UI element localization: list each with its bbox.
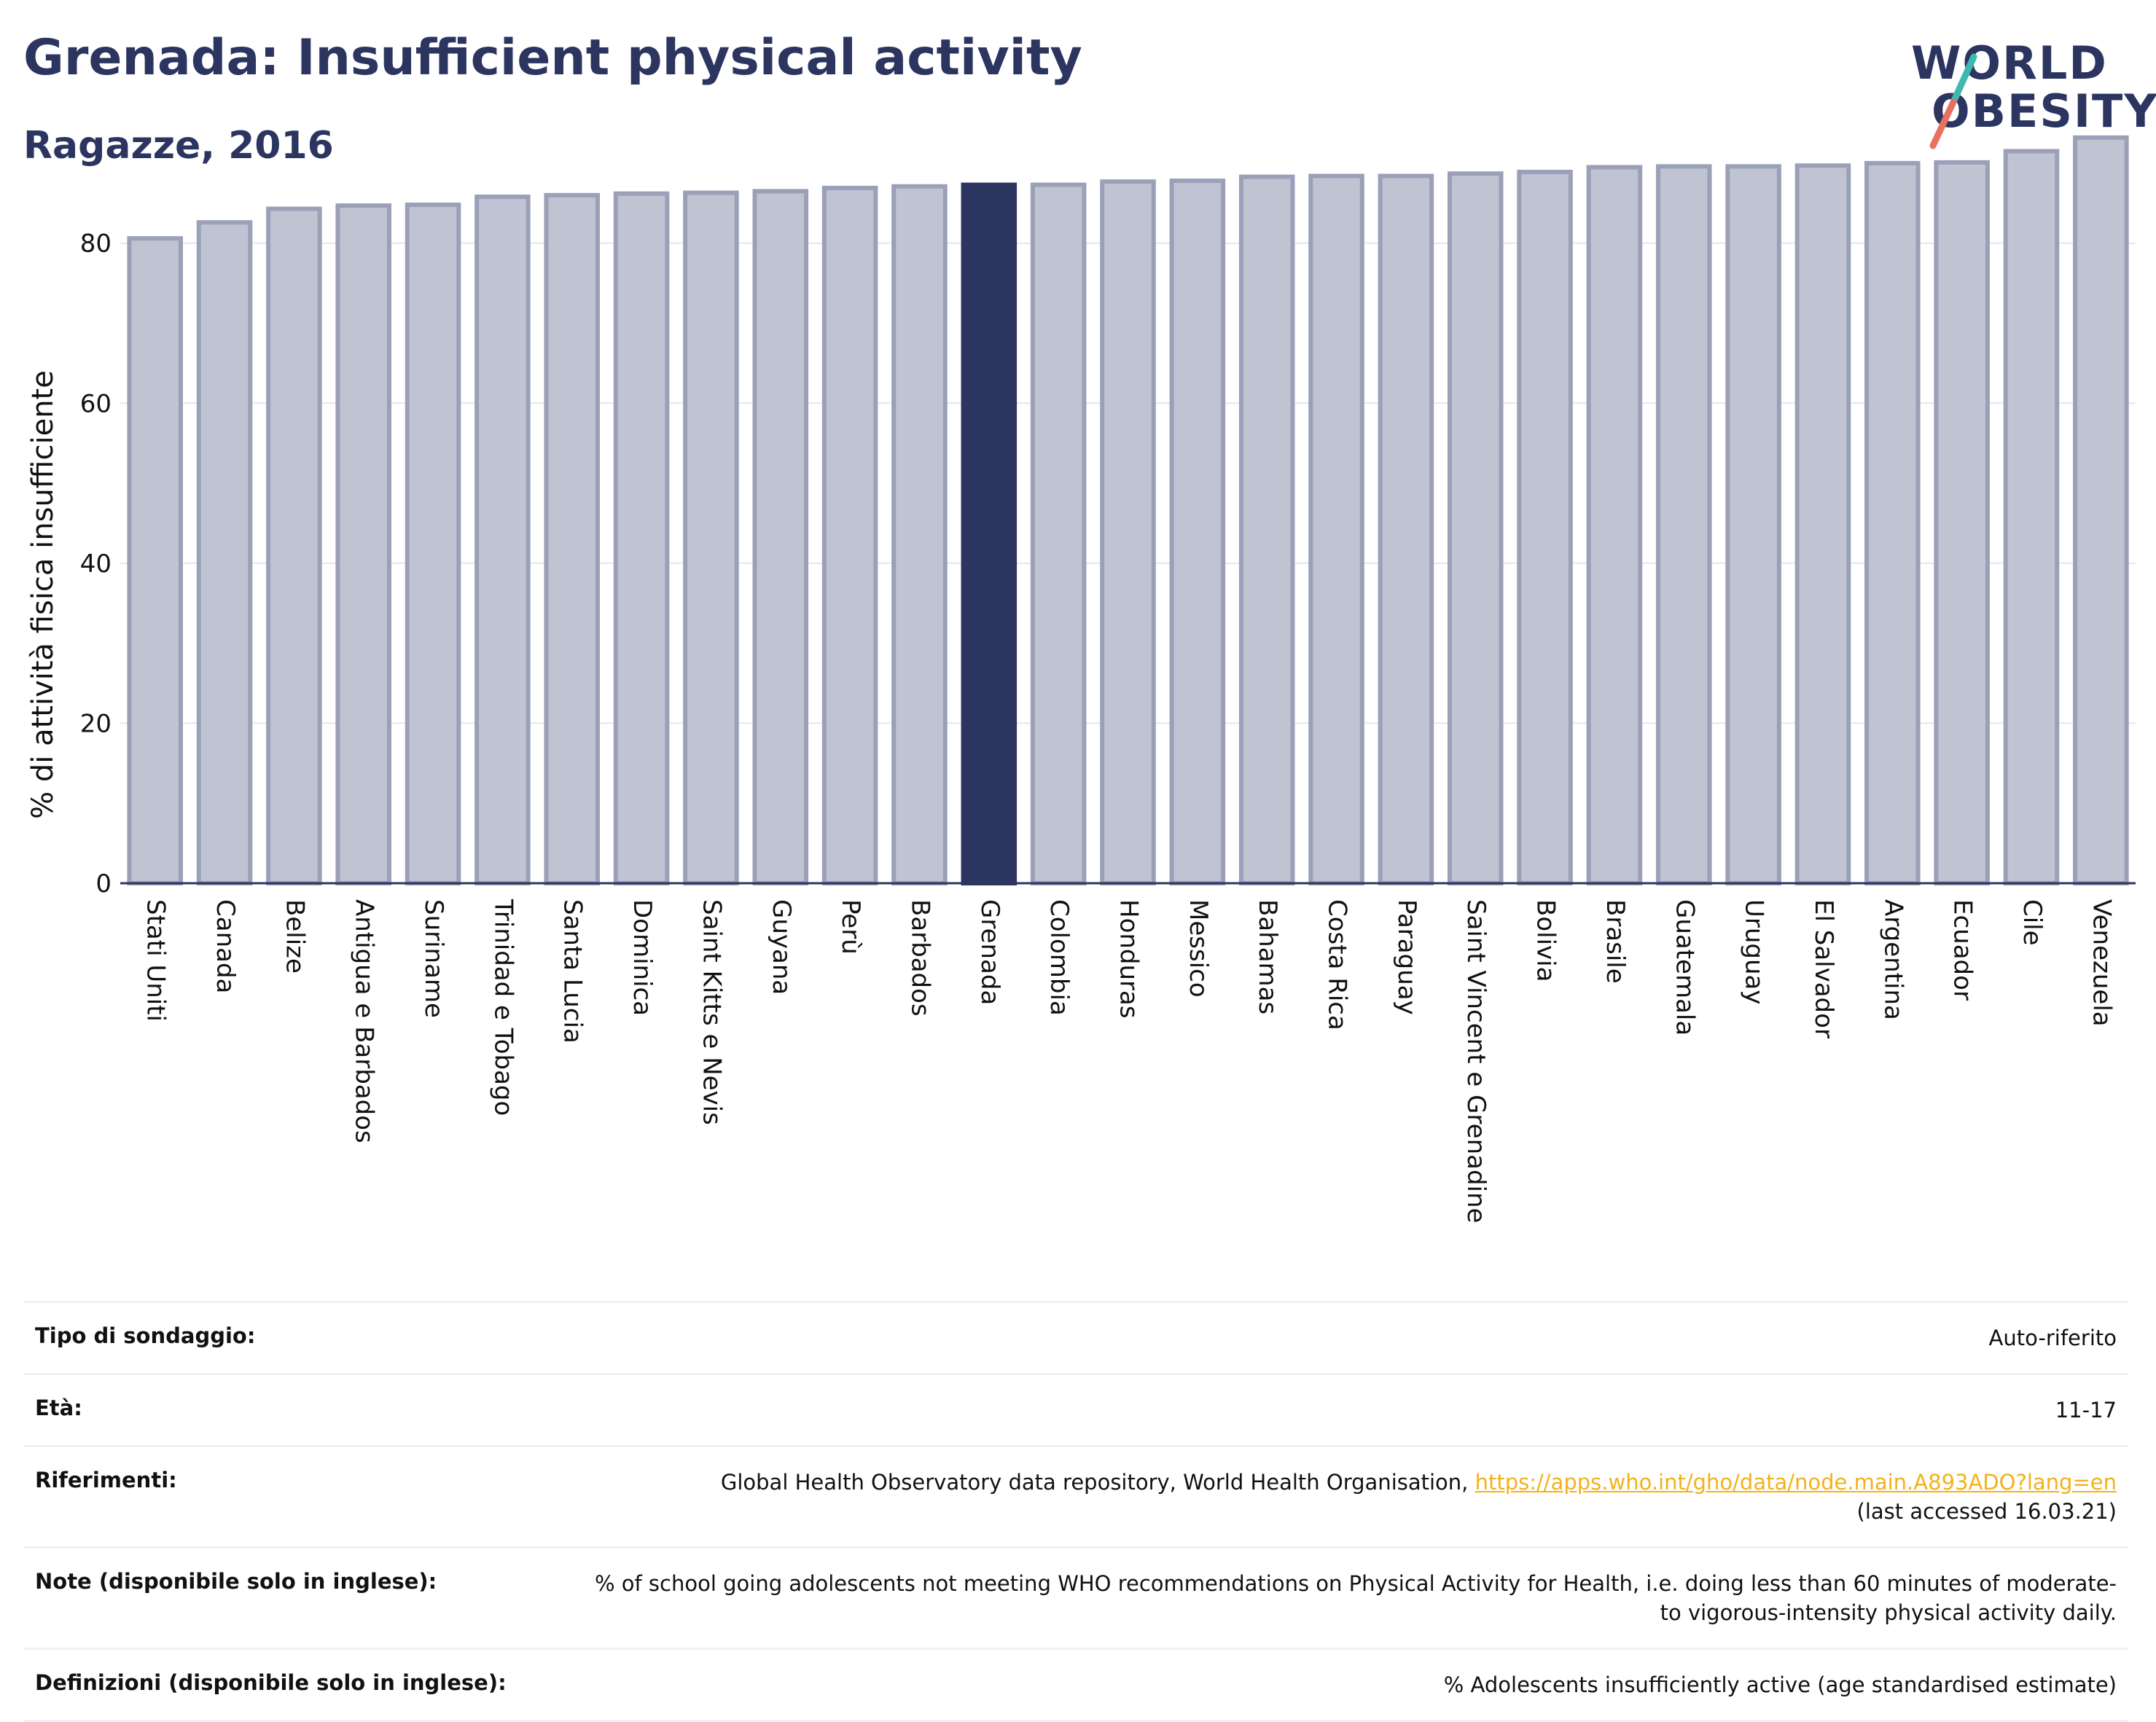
x-category-label: Stati Uniti [141, 899, 171, 1022]
bar [1447, 171, 1504, 885]
info-label: Note (disponibile solo in inglese): [35, 1569, 437, 1594]
y-tick-label: 40 [80, 549, 112, 579]
page-title: Grenada: Insufficient physical activity [23, 29, 1082, 87]
world-obesity-logo: WORLD OBESITY [1895, 29, 2156, 160]
bar [1169, 179, 1226, 885]
bar [752, 189, 809, 885]
bar [821, 185, 878, 886]
bar [1725, 164, 1781, 885]
x-category-label: Brasile [1601, 899, 1630, 984]
info-value: Global Health Observatory data repositor… [721, 1468, 2117, 1526]
bar-chart: 0 20 40 60 80 Stati Uniti Canada Belize Antigua… [26, 135, 2136, 1223]
info-table: Tipo di sondaggio: Auto-riferito Età: 11… [23, 1301, 2128, 1722]
info-value: Auto-riferito [1988, 1326, 2117, 1350]
bar [891, 184, 948, 886]
logo-line2: OBESITY [1932, 85, 2156, 138]
info-label: Età: [35, 1396, 82, 1420]
x-category-label: Santa Lucia [558, 899, 587, 1044]
x-category-label: Costa Rica [1323, 899, 1352, 1030]
bar [1308, 173, 1364, 886]
bar [544, 192, 601, 885]
x-axis-categories: Stati Uniti Canada Belize Antigua e Barbado… [141, 899, 2117, 1223]
y-tick-label: 20 [80, 709, 112, 738]
bar [266, 206, 322, 886]
bar [127, 236, 183, 886]
bar [1655, 164, 1712, 885]
x-category-label: Bahamas [1253, 899, 1282, 1014]
x-category-label: Antigua e Barbados [350, 899, 379, 1143]
bar [1030, 182, 1087, 886]
info-row-age: Età: 11-17 [23, 1373, 2128, 1445]
x-category-label: Argentina [1878, 899, 1907, 1020]
x-category-label: Cile [2018, 899, 2047, 946]
bar [1517, 169, 1573, 885]
x-category-label: Suriname [419, 899, 448, 1018]
info-row-survey: Tipo di sondaggio: Auto-riferito [23, 1301, 2128, 1373]
info-label: Definizioni (disponibile solo in inglese… [35, 1670, 507, 1695]
info-row-references: Riferimenti: Global Health Observatory d… [23, 1445, 2128, 1546]
x-category-label: Honduras [1114, 899, 1144, 1019]
x-category-label: Ecuador [1948, 899, 1977, 1001]
bar [1100, 179, 1156, 885]
reference-accessed: (last accessed 16.03.21) [1856, 1499, 2117, 1524]
bar [2073, 135, 2129, 886]
x-category-label: Perù [836, 899, 865, 955]
logo-line1: WORLD [1911, 36, 2108, 90]
x-category-label: Saint Kitts e Nevis [697, 899, 726, 1125]
logo-slash-icon [1929, 53, 1977, 149]
bar [1934, 160, 1990, 885]
bar [613, 191, 670, 885]
x-category-label: Dominica [628, 899, 657, 1016]
info-value: % Adolescents insufficiently active (age… [1443, 1672, 2117, 1697]
y-axis-ticks: 0 20 40 60 80 [80, 230, 112, 899]
reference-link[interactable]: https://apps.who.int/gho/data/node.main.… [1475, 1470, 2117, 1495]
bar [2003, 149, 2060, 885]
x-category-label: Guatemala [1670, 899, 1699, 1036]
x-category-label: Canada [211, 899, 240, 993]
x-category-label: Guyana [767, 899, 796, 995]
info-label: Riferimenti: [35, 1468, 177, 1492]
x-category-label: Colombia [1044, 899, 1074, 1016]
bar [1794, 163, 1851, 886]
bar-highlighted [961, 182, 1018, 886]
bar [335, 203, 391, 886]
x-category-label: Grenada [975, 899, 1004, 1005]
y-tick-label: 0 [95, 869, 112, 899]
x-category-label: Barbados [905, 899, 934, 1017]
y-tick-label: 60 [80, 389, 112, 418]
y-axis-label: % di attività fisica insufficiente [26, 370, 60, 819]
bar [1864, 160, 1921, 885]
bar [405, 203, 461, 885]
reference-text: Global Health Observatory data repositor… [720, 1470, 1475, 1495]
x-category-label: Saint Vincent e Grenadine [1461, 899, 1491, 1223]
page-subtitle: Ragazze, 2016 [23, 124, 334, 168]
x-category-label: Paraguay [1392, 899, 1421, 1015]
info-value: % of school going adolescents not meetin… [594, 1571, 2117, 1625]
chart-bars [127, 135, 2129, 886]
info-row-definitions: Definizioni (disponibile solo in inglese… [23, 1648, 2128, 1722]
info-value: 11-17 [2055, 1398, 2117, 1422]
bar [1238, 174, 1295, 885]
bar [1378, 173, 1434, 886]
bar [196, 220, 253, 885]
x-category-label: Belize [280, 899, 309, 974]
y-tick-label: 80 [80, 230, 112, 259]
bar [683, 190, 739, 885]
info-label: Tipo di sondaggio: [35, 1323, 256, 1348]
x-category-label: Venezuela [2087, 899, 2116, 1027]
x-category-label: El Salvador [1809, 899, 1838, 1038]
bar [1586, 165, 1643, 886]
x-category-label: Bolivia [1531, 899, 1561, 982]
x-category-label: Uruguay [1740, 899, 1769, 1005]
bar [474, 195, 531, 886]
info-row-notes: Note (disponibile solo in inglese): % of… [23, 1546, 2128, 1648]
x-category-label: Trinidad e Tobago [488, 899, 517, 1116]
x-category-label: Messico [1184, 899, 1213, 998]
